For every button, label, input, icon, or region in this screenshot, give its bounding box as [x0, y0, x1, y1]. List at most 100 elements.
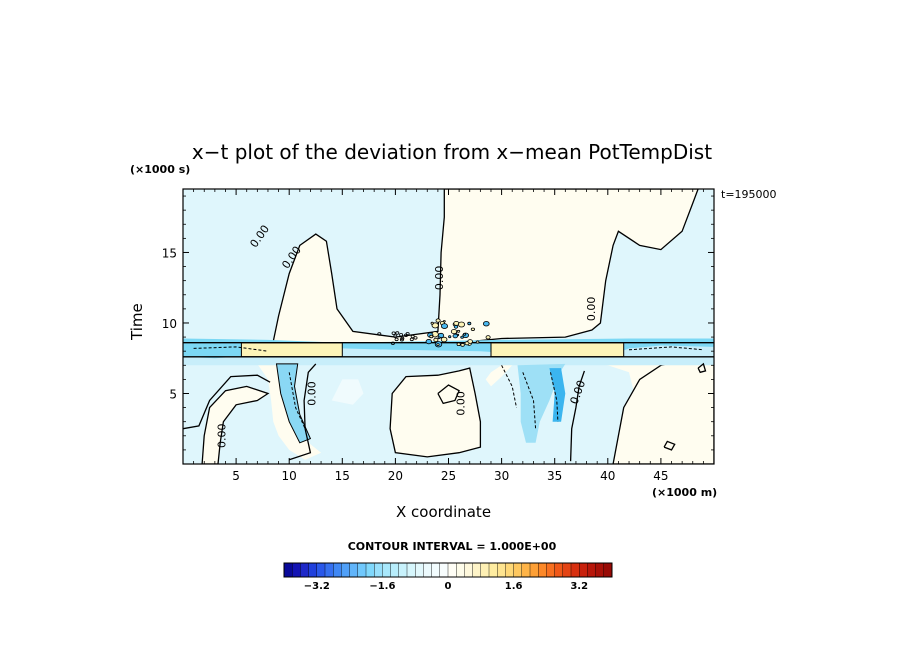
noise-contour [395, 331, 400, 335]
x-tick-label: 15 [335, 469, 350, 483]
light-patch [331, 379, 364, 405]
x-axis-label: X coordinate [396, 503, 492, 521]
colorbar-swatch [579, 562, 588, 578]
colorbar-swatch [439, 562, 449, 578]
colorbar-swatch [464, 562, 474, 578]
colorbar-swatch [390, 562, 400, 578]
x-axis-unit: (×1000 m) [652, 486, 718, 499]
colorbar-swatch [488, 562, 498, 578]
x-tick-label: 30 [494, 469, 509, 483]
x-tick-label: 35 [547, 469, 562, 483]
colorbar-swatch [513, 562, 523, 578]
colorbar-swatch [562, 562, 572, 578]
contour-line [697, 362, 707, 374]
colorbar-swatch [546, 562, 556, 578]
colorbar-tick-label: −3.2 [304, 581, 330, 592]
noise-contour [457, 321, 465, 328]
warm-band-east [490, 342, 625, 358]
noise-contour [435, 318, 441, 323]
noise-contour [394, 337, 399, 342]
negative-contour [193, 346, 269, 352]
colorbar-swatch [423, 562, 433, 578]
x-tick-label: 20 [388, 469, 403, 483]
contour-line [569, 370, 586, 462]
colorbar-swatch [447, 562, 457, 578]
colorbar-swatch [406, 562, 416, 578]
negative-contour [501, 365, 517, 408]
colorbar-swatch [472, 562, 482, 578]
noise-contour [453, 324, 459, 329]
noise-contour [475, 340, 480, 344]
colorbar-swatch [308, 562, 318, 578]
x-tick-label: 10 [282, 469, 297, 483]
contour-label: 0.00 [585, 297, 598, 322]
contour-line [663, 440, 676, 451]
contour-interval-label: CONTOUR INTERVAL = 1.000E+00 [347, 540, 557, 553]
negative-contour [288, 372, 306, 429]
noise-contour [433, 337, 439, 342]
colorbar-swatch [521, 562, 531, 578]
noise-contour [440, 336, 448, 343]
colorbar-swatch [456, 562, 465, 578]
colorbar-swatch [382, 562, 392, 578]
colorbar-swatch [324, 562, 334, 578]
noise-contour [482, 321, 490, 327]
noise-contour [460, 343, 465, 347]
upper-warm-region [272, 189, 699, 345]
noise-contour [429, 334, 434, 339]
colorbar-swatch [497, 562, 506, 578]
warm-band-west [240, 342, 343, 358]
negative-contour [522, 372, 537, 429]
negative-contour [628, 346, 704, 351]
colorbar-swatch [554, 562, 564, 578]
streak-west [275, 363, 312, 444]
noise-contour [377, 332, 382, 336]
noise-contour [470, 327, 475, 331]
colorbar-swatch [300, 562, 310, 578]
noise-contour [456, 329, 461, 333]
axis-ticks: 5 10 15 20 25 30 35 40 45 5 10 15 [162, 189, 714, 483]
noise-contour [393, 334, 398, 338]
colorbar-swatch [415, 562, 424, 578]
noise-contour [450, 329, 458, 335]
x-tick-label: 45 [653, 469, 668, 483]
colorbar-tick-label: 0 [445, 581, 452, 592]
noise-contour [440, 323, 448, 330]
noise-contour [436, 343, 440, 347]
colorbar-tick-label: 3.2 [570, 581, 588, 592]
colorbar-swatch [292, 562, 301, 578]
contour-line [437, 384, 460, 405]
noise-contour [431, 322, 439, 329]
colorbar-frame [283, 562, 613, 578]
contour-label: 0.00 [215, 424, 228, 449]
colorbar-swatch [529, 562, 539, 578]
noise-contour [485, 335, 491, 340]
noise-contour [409, 337, 414, 342]
contour-label: 0.00 [433, 266, 446, 291]
noise-contour [456, 342, 461, 347]
chart-title: x−t plot of the deviation from x−mean Po… [191, 140, 713, 164]
x-tick-label: 5 [232, 469, 240, 483]
colorbar-swatch [431, 562, 441, 578]
x-tick-label: 25 [441, 469, 456, 483]
colorbar-swatch [357, 562, 367, 578]
contour-line [288, 363, 317, 461]
noise-contour [430, 321, 434, 325]
x-tick-label: 40 [600, 469, 615, 483]
warm-patch-west [201, 385, 270, 464]
noise-contour [425, 338, 432, 345]
colorbar-swatch [587, 562, 597, 578]
noise-contour [390, 341, 395, 345]
colorbar-swatch [316, 562, 326, 578]
noise-contour [442, 320, 446, 323]
time-label: t=195000 [721, 188, 777, 201]
contour-label: 0.00 [454, 391, 467, 416]
y-tick-label: 15 [162, 246, 177, 260]
colorbar-swatch [505, 562, 515, 578]
noise-contour [448, 335, 452, 339]
noise-contour [403, 333, 408, 337]
colorbar-swatch [398, 562, 408, 578]
plot-field [183, 189, 714, 464]
colorbar-swatch [341, 562, 351, 578]
